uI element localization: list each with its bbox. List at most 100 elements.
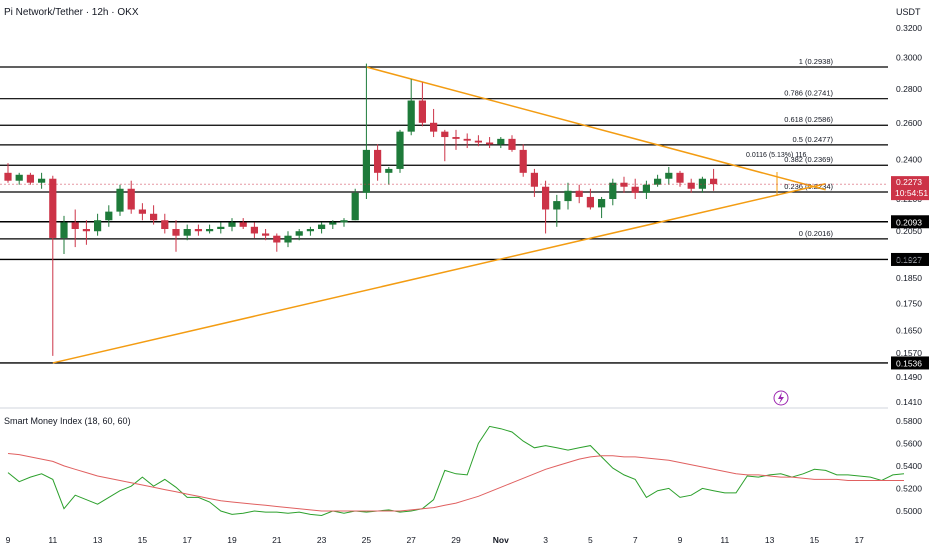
candle-up	[217, 222, 225, 234]
horizontal-levels: 0.2093 0.1927 0.1536	[0, 215, 929, 370]
price-tick: 0.2400	[896, 154, 922, 164]
time-tick: 11	[720, 535, 729, 545]
smart-money-index	[7, 425, 905, 517]
time-tick: 9	[6, 535, 11, 545]
level-tag-value: 0.1536	[896, 358, 922, 368]
candle-down	[374, 144, 382, 181]
time-axis[interactable]: 9 11 13 15 17 19 21 23 25 27 29 Nov 3 5 7 9 11 13 15 17	[6, 535, 865, 545]
price-tick: 0.1927	[896, 254, 922, 264]
price-tick: 0.1650	[896, 325, 922, 335]
candle-up	[564, 182, 572, 210]
candle-down	[26, 172, 34, 185]
candle-down	[172, 220, 180, 252]
candle-up	[105, 205, 113, 227]
time-tick: 29	[451, 535, 461, 545]
candle-up	[295, 229, 303, 241]
smi-series-line	[7, 425, 905, 517]
candle-up	[38, 172, 46, 189]
candle-down	[4, 163, 12, 183]
price-tick: 0.2600	[896, 118, 922, 128]
time-tick: 27	[406, 535, 416, 545]
candle-up	[228, 218, 236, 232]
fib-label: 0.382 (0.2369)	[784, 155, 833, 164]
candle-down	[127, 180, 135, 214]
countdown-timer: 10:54:51	[895, 188, 928, 198]
candlesticks	[4, 63, 718, 356]
fib-label: 0.618 (0.2586)	[784, 115, 833, 124]
smi-tick: 0.5600	[896, 438, 922, 448]
measure-annotation-text: 0.0116 (5.13%) 116	[746, 152, 807, 159]
candle-up	[329, 220, 337, 230]
candle-down	[138, 203, 146, 221]
candle-up	[385, 166, 393, 185]
candle-down	[273, 233, 281, 252]
lightning-icon[interactable]	[773, 390, 789, 406]
triangle-trendline	[52, 182, 826, 364]
candle-up	[609, 178, 617, 206]
fib-label: 0.5 (0.2477)	[793, 135, 834, 144]
time-tick: Nov	[493, 535, 509, 545]
chart-title: Pi Network/Tether · 12h · OKX	[4, 7, 139, 18]
candle-up	[362, 63, 370, 200]
time-tick: 13	[93, 535, 103, 545]
candle-down	[418, 82, 426, 127]
fib-label: 1 (0.2938)	[799, 57, 834, 66]
candle-down	[430, 108, 438, 138]
price-tick: 0.2800	[896, 84, 922, 94]
smi-tick: 0.5400	[896, 461, 922, 471]
level-tag	[891, 356, 929, 370]
time-tick: 21	[272, 535, 282, 545]
candle-up	[183, 224, 191, 241]
candle-up	[306, 226, 314, 236]
candle-down	[710, 168, 718, 191]
price-tick: 0.1570	[896, 348, 922, 358]
time-tick: 19	[227, 535, 237, 545]
fib-label: 0.236 (0.2234)	[784, 182, 833, 191]
triangle-pattern	[52, 66, 826, 364]
current-price-value: 0.2273	[896, 177, 922, 187]
price-tick: 0.1850	[896, 273, 922, 283]
candle-down	[575, 184, 583, 204]
time-tick: 17	[182, 535, 192, 545]
time-tick: 15	[810, 535, 820, 545]
candle-down	[687, 178, 695, 193]
fibonacci-levels: 1 (0.2938) 0.786 (0.2741) 0.618 (0.2586) 0.…	[0, 57, 888, 240]
candle-up	[654, 174, 662, 187]
candle-down	[452, 129, 460, 150]
time-tick: 25	[362, 535, 372, 545]
candle-down	[49, 175, 57, 356]
candle-down	[508, 135, 516, 152]
candle-up	[396, 129, 404, 173]
time-tick: 23	[317, 535, 327, 545]
candle-up	[665, 166, 673, 185]
smi-tick: 0.5200	[896, 483, 922, 493]
time-tick: 13	[765, 535, 775, 545]
candle-up	[318, 222, 326, 234]
candle-down	[486, 137, 494, 149]
candle-down	[586, 188, 594, 210]
candle-down	[150, 205, 158, 225]
time-tick: 15	[138, 535, 148, 545]
candle-down	[441, 129, 449, 162]
level-tag-value: 0.1927	[896, 255, 922, 265]
candle-up	[698, 176, 706, 193]
price-tick: 0.2050	[896, 226, 922, 236]
candle-up	[497, 137, 505, 149]
smi-tick: 0.5800	[896, 416, 922, 426]
level-tag-value: 0.2093	[896, 217, 922, 227]
indicator-title[interactable]: Smart Money Index (18, 60, 60)	[4, 416, 131, 426]
current-price-box	[891, 176, 929, 201]
candle-up	[94, 213, 102, 236]
candle-down	[71, 209, 79, 248]
price-tick: 0.1490	[896, 372, 922, 382]
price-tick: 0.3200	[896, 23, 922, 33]
candle-up	[598, 196, 606, 219]
candle-up	[553, 194, 561, 227]
candle-down	[463, 133, 471, 149]
candle-up	[407, 79, 415, 136]
level-tag	[891, 252, 929, 266]
time-tick: 9	[678, 535, 683, 545]
candle-down	[620, 176, 628, 193]
